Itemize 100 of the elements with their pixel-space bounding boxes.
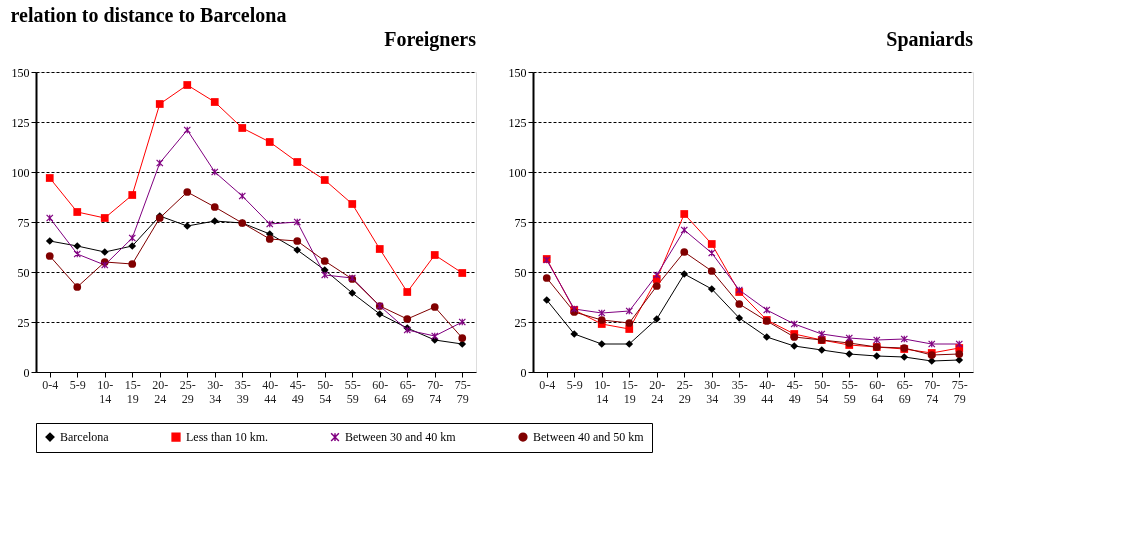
y-tick-label: 75 (514, 215, 527, 230)
x-tick-label: 15-19 (621, 377, 638, 406)
y-tick-label: 50 (514, 265, 527, 280)
x-tick-label: 25-29 (676, 377, 693, 406)
x-tick-label: 45-49 (289, 377, 306, 406)
point (348, 200, 357, 208)
x-tick-label: 35-39 (234, 377, 251, 406)
point (735, 300, 744, 308)
point (430, 332, 439, 340)
x-tick-label: 75-79 (951, 377, 968, 406)
point (430, 303, 439, 311)
point (817, 330, 826, 338)
point (900, 335, 909, 343)
point (707, 240, 716, 248)
point (707, 285, 716, 293)
point (762, 333, 771, 341)
point (45, 237, 54, 245)
point (128, 191, 137, 199)
point (652, 315, 661, 323)
x-tick-label: 30-34 (704, 377, 721, 406)
point (73, 250, 82, 258)
point (320, 257, 329, 265)
point (458, 334, 467, 342)
point (680, 226, 689, 234)
y-tick-label: 125 (11, 115, 30, 130)
legend-label: Between 40 and 50 km (533, 430, 645, 445)
point (210, 168, 219, 176)
point (625, 319, 634, 327)
text: relation to distance to Barcelona (10, 3, 287, 26)
point (348, 289, 357, 297)
x-tick-label: 0-4 (539, 377, 556, 392)
x-tick-label: 15-19 (124, 377, 141, 406)
point (238, 192, 247, 200)
legend-label: Less than 10 km. (186, 430, 268, 445)
point (790, 342, 799, 350)
point (155, 159, 164, 167)
point (183, 188, 192, 196)
point (45, 252, 54, 260)
point (707, 267, 716, 275)
point (542, 274, 551, 282)
point (293, 158, 302, 166)
point (597, 340, 606, 348)
point (872, 336, 881, 344)
point (265, 235, 274, 243)
x-tick-label: 50-54 (317, 377, 334, 406)
point (375, 245, 384, 253)
point (680, 248, 689, 256)
point (458, 269, 467, 277)
point (817, 346, 826, 354)
x-tick-label: 25-29 (179, 377, 196, 406)
y-tick-label: 25 (514, 315, 527, 330)
point (652, 282, 661, 290)
point (955, 350, 964, 358)
x-tick-label: 20-24 (649, 377, 666, 406)
point (625, 340, 634, 348)
chart-title: Foreigners (384, 28, 477, 51)
point (403, 288, 412, 296)
point (73, 208, 82, 216)
point (128, 260, 137, 268)
point (45, 174, 54, 182)
point (155, 100, 164, 108)
point (183, 222, 192, 230)
point (735, 314, 744, 322)
x-tick-label: 75-79 (454, 377, 471, 406)
y-tick-label: 75 (17, 215, 30, 230)
point (845, 350, 854, 358)
point (73, 242, 82, 250)
point (597, 316, 606, 324)
y-tick-label: 150 (508, 65, 527, 80)
point (652, 271, 661, 279)
point (73, 283, 82, 291)
point (183, 81, 192, 89)
x-tick-label: 20-24 (152, 377, 169, 406)
y-tick-label: 100 (508, 165, 527, 180)
x-tick-label: 65-69 (399, 377, 416, 406)
y-tick-label: 25 (17, 315, 30, 330)
point (845, 334, 854, 342)
x-tick-label: 35-39 (731, 377, 748, 406)
point (375, 310, 384, 318)
y-tick-label: 50 (17, 265, 30, 280)
point (128, 242, 137, 250)
legend-label: Between 30 and 40 km (345, 430, 457, 445)
point (128, 234, 137, 242)
y-tick-label: 125 (508, 115, 527, 130)
point (680, 270, 689, 278)
x-tick-label: 10-14 (97, 377, 114, 406)
point (183, 126, 192, 134)
x-tick-label: 50-54 (814, 377, 831, 406)
point (542, 296, 551, 304)
point (320, 266, 329, 274)
x-tick-label: 60-64 (372, 377, 389, 406)
point (293, 237, 302, 245)
y-tick-label: 100 (11, 165, 30, 180)
x-tick-label: 40-44 (262, 377, 279, 406)
x-tick-label: 5-9 (69, 377, 86, 392)
point (927, 340, 936, 348)
point (320, 271, 329, 279)
point (293, 246, 302, 254)
x-tick-label: 40-44 (759, 377, 776, 406)
x-tick-label: 70-74 (427, 377, 444, 406)
